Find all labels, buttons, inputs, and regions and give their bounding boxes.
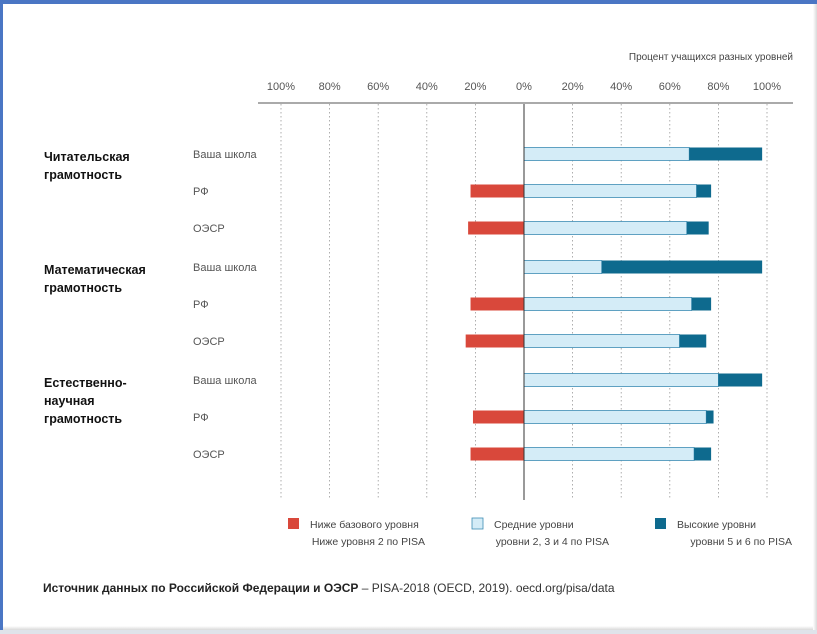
bar-middle-levels [524,148,689,161]
source-note-rest: – PISA-2018 (OECD, 2019). oecd.org/pisa/… [358,581,614,595]
legend-label-high: Высокие уровни [677,519,756,531]
source-note-bold: Источник данных по Российской Федерации … [43,581,358,595]
bar-below-basic [471,448,524,461]
bar-high-levels [680,335,707,348]
x-tick-label: 20% [562,81,584,93]
row-label: Ваша школа [193,149,258,161]
row-label: РФ [193,412,209,424]
group-label: Читательская [44,150,130,164]
bar-middle-levels [524,261,602,274]
legend-label-below: Ниже базового уровня [310,519,419,531]
legend-swatch-high [655,518,666,529]
bar-middle-levels [524,222,687,235]
row-label: Ваша школа [193,262,258,274]
bar-middle-levels [524,335,680,348]
legend-swatch-middle [472,518,483,529]
legend-label-middle: Средние уровни [494,519,574,531]
source-note: Источник данных по Российской Федерации … [43,581,615,595]
bar-high-levels [706,411,713,424]
bar-below-basic [468,222,524,235]
bar-high-levels [718,374,762,387]
group-label: грамотность [44,281,122,295]
x-tick-label: 60% [367,81,389,93]
x-tick-label: 80% [319,81,341,93]
bar-middle-levels [524,298,692,311]
bar-below-basic [473,411,524,424]
legend-sublabel-middle: уровни 2, 3 и 4 по PISA [496,536,609,548]
chart-canvas: Процент учащихся разных уровней 100% 80% 60… [3,4,817,634]
group-label: Математическая [44,263,146,277]
row-label: Ваша школа [193,375,258,387]
group-label: грамотность [44,168,122,182]
group-label: Естественно- [44,376,127,390]
bar-high-levels [602,261,762,274]
x-tick-label: 100% [267,81,295,93]
legend-sublabel-high: уровни 5 и 6 по PISA [690,536,792,548]
bar-high-levels [689,148,762,161]
bar-high-levels [694,448,711,461]
bar-below-basic [466,335,524,348]
row-label: ОЭСР [193,449,225,461]
bar-high-levels [697,185,712,198]
x-tick-label: 40% [610,81,632,93]
bar-middle-levels [524,374,718,387]
x-tick-label: 100% [753,81,781,93]
bar-high-levels [692,298,711,311]
row-label: РФ [193,186,209,198]
x-tick-label: 20% [464,81,486,93]
legend-sublabel-below: Ниже уровня 2 по PISA [312,536,425,548]
row-label: РФ [193,299,209,311]
bar-middle-levels [524,185,697,198]
group-label: научная [44,394,95,408]
bar-below-basic [471,185,524,198]
x-tick-label: 80% [707,81,729,93]
row-label: ОЭСР [193,336,225,348]
legend-swatch-below [288,518,299,529]
bar-middle-levels [524,448,694,461]
x-tick-label: 0% [516,81,532,93]
bar-high-levels [687,222,709,235]
group-label: грамотность [44,412,122,426]
axis-caption: Процент учащихся разных уровней [629,52,793,63]
x-tick-label: 40% [416,81,438,93]
bar-below-basic [471,298,524,311]
bar-middle-levels [524,411,706,424]
row-label: ОЭСР [193,223,225,235]
x-tick-label: 60% [659,81,681,93]
